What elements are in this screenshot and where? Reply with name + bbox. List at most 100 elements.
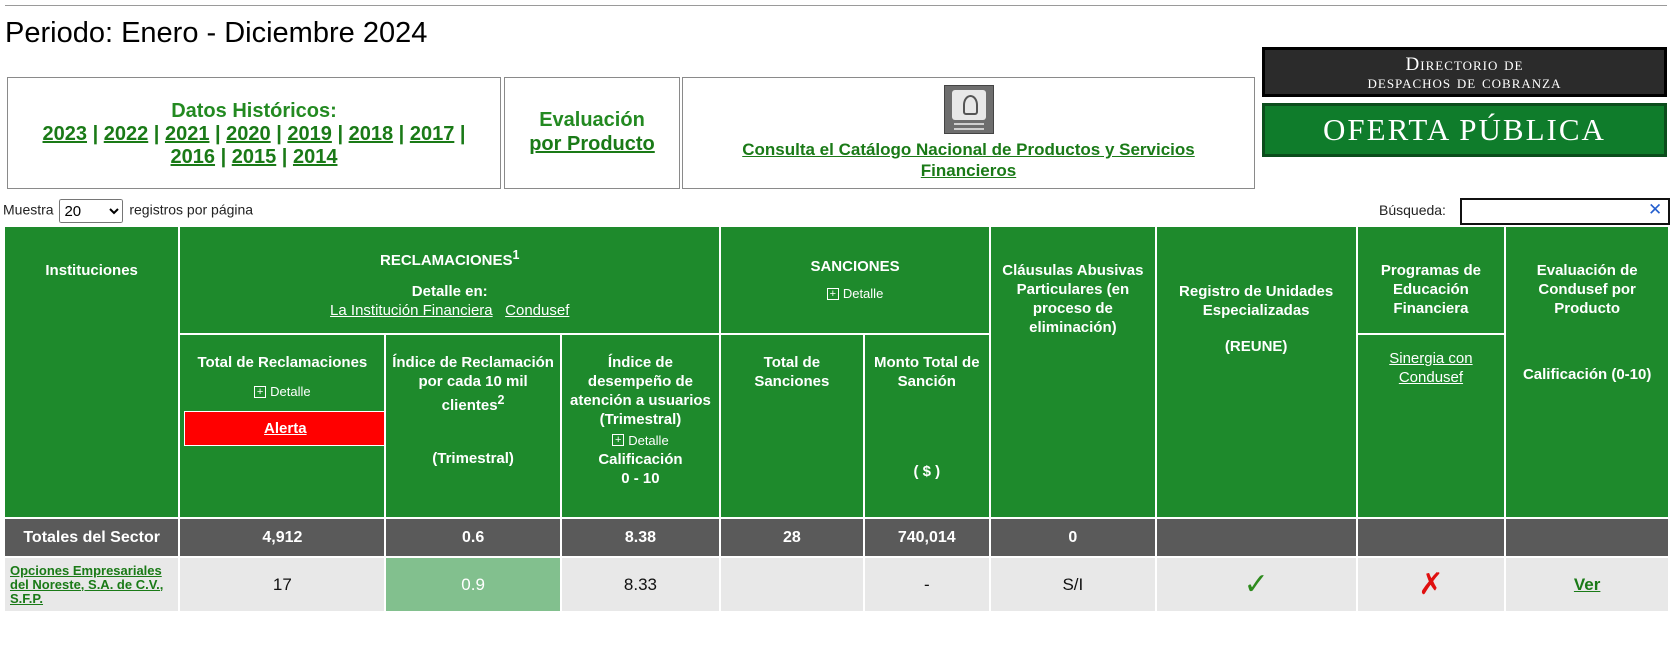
ver-link[interactable]: Ver bbox=[1573, 574, 1601, 594]
search-label: Búsqueda: bbox=[1379, 202, 1446, 218]
totals-evaluacion bbox=[1504, 517, 1670, 558]
row-evaluacion: Ver bbox=[1504, 556, 1670, 613]
historic-years-row-2: 2016 | 2015 | 2014 bbox=[170, 146, 338, 168]
totals-row: Totales del Sector 4,912 0.6 8.38 28 740… bbox=[2, 517, 1670, 558]
directory-banner[interactable]: Directorio de despachos de cobranza bbox=[1262, 47, 1667, 97]
historic-data-box: Datos Históricos: 2023 | 2022 | 2021 | 2… bbox=[7, 77, 501, 189]
totals-label: Totales del Sector bbox=[2, 517, 181, 558]
row-reune: ✓ bbox=[1154, 556, 1358, 613]
catalog-link-line-1[interactable]: Consulta el Catálogo Nacional de Product… bbox=[742, 140, 1195, 159]
top-rule bbox=[5, 5, 1667, 6]
header-indice-desempeno: Índice de desempeño de atención a usuari… bbox=[559, 333, 722, 519]
row-programas: ✗ bbox=[1355, 556, 1507, 613]
row-indice: 0.9 bbox=[384, 556, 562, 613]
directory-banner-line-2: despachos de cobranza bbox=[1367, 72, 1562, 93]
desempeno-detalle-label: Detalle bbox=[628, 432, 669, 448]
reclamaciones-detalle-toggle[interactable]: + Detalle bbox=[254, 382, 311, 401]
historic-years-row-1: 2023 | 2022 | 2021 | 2020 | 2019 | 2018 … bbox=[42, 123, 466, 145]
year-link-2015[interactable]: 2015 bbox=[231, 146, 277, 168]
indice-reclamacion-title: Índice de Reclamación por cada 10 mil cl… bbox=[392, 354, 554, 414]
year-link-2021[interactable]: 2021 bbox=[164, 123, 210, 145]
page-title: Periodo: Enero - Diciembre 2024 bbox=[5, 17, 428, 49]
indice-desempeno-title: Índice de desempeño de atención a usuari… bbox=[570, 354, 711, 428]
institutions-table: Instituciones RECLAMACIONES1 Detalle en:… bbox=[2, 225, 1670, 613]
link-institucion-financiera[interactable]: La Institución Financiera bbox=[330, 302, 493, 319]
search-clear-icon[interactable]: ✕ bbox=[1648, 200, 1663, 219]
totals-reune bbox=[1154, 517, 1358, 558]
year-link-2017[interactable]: 2017 bbox=[409, 123, 455, 145]
link-condusef[interactable]: Condusef bbox=[505, 302, 570, 319]
institution-link[interactable]: Opciones Empresariales del Noreste, S.A.… bbox=[10, 562, 164, 606]
plus-box-icon: + bbox=[254, 385, 267, 398]
row-monto: - bbox=[862, 556, 992, 613]
year-link-2014[interactable]: 2014 bbox=[292, 146, 338, 168]
alerta-button[interactable]: Alerta bbox=[184, 411, 387, 446]
page-size-suffix: registros por página bbox=[129, 201, 254, 218]
header-programas: Programas de Educación Financiera bbox=[1355, 225, 1507, 335]
row-desempeno: 8.33 bbox=[559, 556, 722, 613]
catalog-logo-icon[interactable] bbox=[944, 85, 994, 134]
row-total-sanciones bbox=[719, 556, 865, 613]
header-indice-reclamacion: Índice de Reclamación por cada 10 mil cl… bbox=[384, 333, 562, 519]
totals-total-reclamaciones: 4,912 bbox=[178, 517, 387, 558]
eval-product-link[interactable]: por Producto bbox=[529, 133, 655, 155]
header-sinergia: Sinergia con Condusef bbox=[1355, 333, 1507, 519]
reclamaciones-detalle-label: Detalle bbox=[270, 384, 311, 399]
indice-footnote: 2 bbox=[497, 393, 505, 407]
table-row: Opciones Empresariales del Noreste, S.A.… bbox=[2, 556, 1670, 613]
totals-clausulas: 0 bbox=[989, 517, 1157, 558]
year-link-2023[interactable]: 2023 bbox=[42, 123, 88, 145]
catalog-box: Consulta el Catálogo Nacional de Product… bbox=[682, 77, 1255, 189]
year-link-2022[interactable]: 2022 bbox=[103, 123, 149, 145]
page-size-control: Muestra 20 registros por página bbox=[3, 199, 253, 223]
cross-icon: ✗ bbox=[1418, 568, 1444, 601]
page-size-select[interactable]: 20 bbox=[59, 199, 124, 223]
directory-banner-line-1: Directorio de bbox=[1405, 54, 1524, 75]
year-link-2020[interactable]: 2020 bbox=[226, 123, 271, 145]
plus-box-icon: + bbox=[826, 287, 839, 300]
reclamaciones-title: RECLAMACIONES bbox=[379, 252, 513, 269]
header-eval-condusef: Evaluación de Condusef por Producto Cali… bbox=[1504, 225, 1670, 519]
historic-title: Datos Históricos: bbox=[171, 100, 337, 122]
reune-title: Registro de Unidades Especializadas bbox=[1179, 283, 1334, 319]
desempeno-calificacion: Calificación bbox=[598, 450, 683, 468]
header-sanciones: SANCIONES + Detalle bbox=[719, 225, 991, 335]
header-total-sanciones: Total de Sanciones bbox=[719, 333, 865, 519]
totals-total-sanciones: 28 bbox=[719, 517, 865, 558]
page-size-prefix: Muestra bbox=[3, 201, 54, 218]
eval-product-box: Evaluación por Producto bbox=[504, 77, 680, 189]
desempeno-rango: 0 - 10 bbox=[621, 469, 660, 487]
year-link-2019[interactable]: 2019 bbox=[287, 123, 332, 145]
monto-moneda: ( $ ) bbox=[913, 463, 941, 480]
catalog-link-line-2[interactable]: Financieros bbox=[920, 161, 1017, 180]
monto-total-title: Monto Total de Sanción bbox=[874, 354, 980, 390]
search-input[interactable] bbox=[1460, 198, 1670, 225]
desempeno-detalle-toggle[interactable]: + Detalle bbox=[612, 431, 669, 450]
totals-desempeno: 8.38 bbox=[559, 517, 722, 558]
header-reclamaciones: RECLAMACIONES1 Detalle en: La Institució… bbox=[178, 225, 722, 335]
reune-acronym: (REUNE) bbox=[1224, 338, 1288, 355]
institution-cell: Opciones Empresariales del Noreste, S.A.… bbox=[2, 556, 181, 613]
header-institutions: Instituciones bbox=[2, 225, 181, 519]
eval-product-title: Evaluación bbox=[539, 109, 645, 131]
sanciones-detalle-toggle[interactable]: + Detalle bbox=[826, 284, 883, 303]
sanciones-title: SANCIONES bbox=[810, 258, 900, 275]
total-reclamaciones-title: Total de Reclamaciones bbox=[197, 354, 368, 371]
row-total-reclamaciones: 17 bbox=[178, 556, 387, 613]
header-total-reclamaciones: Total de Reclamaciones + Detalle Alerta bbox=[178, 333, 387, 519]
reclamaciones-footnote: 1 bbox=[512, 248, 520, 262]
eval-condusef-calif: Calificación (0-10) bbox=[1522, 366, 1652, 383]
check-icon: ✓ bbox=[1243, 568, 1269, 601]
public-offer-banner[interactable]: OFERTA PÚBLICA bbox=[1262, 103, 1667, 157]
totals-programas bbox=[1355, 517, 1507, 558]
totals-monto: 740,014 bbox=[862, 517, 992, 558]
row-clausulas: S/I bbox=[989, 556, 1157, 613]
year-link-2016[interactable]: 2016 bbox=[170, 146, 216, 168]
header-monto-total: Monto Total de Sanción ( $ ) bbox=[862, 333, 992, 519]
totals-indice: 0.6 bbox=[384, 517, 562, 558]
year-link-2018[interactable]: 2018 bbox=[348, 123, 394, 145]
header-reune: Registro de Unidades Especializadas (REU… bbox=[1154, 225, 1358, 519]
header-clausulas: Cláusulas Abusivas Particulares (en proc… bbox=[989, 225, 1157, 519]
sinergia-link[interactable]: Sinergia con Condusef bbox=[1389, 350, 1473, 386]
indice-trimestral: (Trimestral) bbox=[432, 450, 514, 467]
